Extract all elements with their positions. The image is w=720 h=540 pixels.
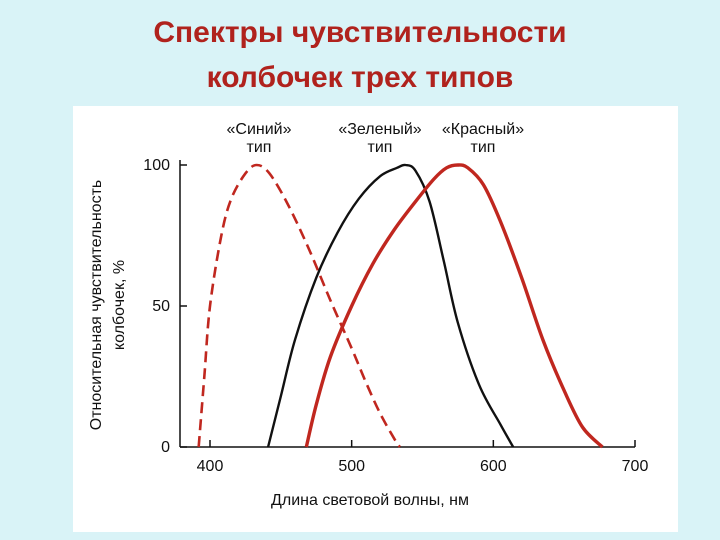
- series-label-red-line-1: «Красный»: [442, 121, 524, 138]
- series-label-red-line-2: тип: [471, 139, 496, 156]
- y-tick-label: 100: [143, 157, 170, 174]
- blue-cone-curve: [197, 163, 401, 448]
- x-tick-label: 500: [338, 458, 365, 475]
- x-tick-label: 400: [197, 458, 224, 475]
- red-cone-curve: [304, 163, 604, 449]
- chart-svg: 400 500 600 700 0 50 100 «Синий» тип «Зеленый»…: [88, 121, 648, 509]
- slide-title-line-1: Спектры чувствительности: [153, 16, 567, 49]
- y-tick-label: 0: [161, 439, 170, 456]
- y-tick-label: 50: [152, 298, 170, 315]
- x-tick-label: 600: [480, 458, 507, 475]
- series-label-green-line-2: тип: [368, 139, 393, 156]
- series-layer: [197, 163, 604, 449]
- slide-title-line-2: колбочек трех типов: [206, 61, 514, 94]
- series-label-green-line-1: «Зеленый»: [338, 121, 421, 138]
- axis-ticks: 400 500 600 700 0 50 100: [143, 157, 648, 475]
- chart-panel: 400 500 600 700 0 50 100 «Синий» тип «Зеленый»…: [73, 106, 678, 532]
- series-label-blue-line-2: тип: [247, 139, 272, 156]
- series-label-blue-line-1: «Синий»: [227, 121, 292, 138]
- y-axis-title-line-1: Относительная чувствительность: [88, 180, 105, 430]
- green-cone-curve: [266, 163, 515, 448]
- slide-title: Спектры чувствительности колбочек трех т…: [0, 10, 720, 100]
- y-axis-title-line-2: колбочек, %: [111, 260, 128, 350]
- x-tick-label: 700: [622, 458, 649, 475]
- x-axis-title: Длина световой волны, нм: [271, 492, 469, 509]
